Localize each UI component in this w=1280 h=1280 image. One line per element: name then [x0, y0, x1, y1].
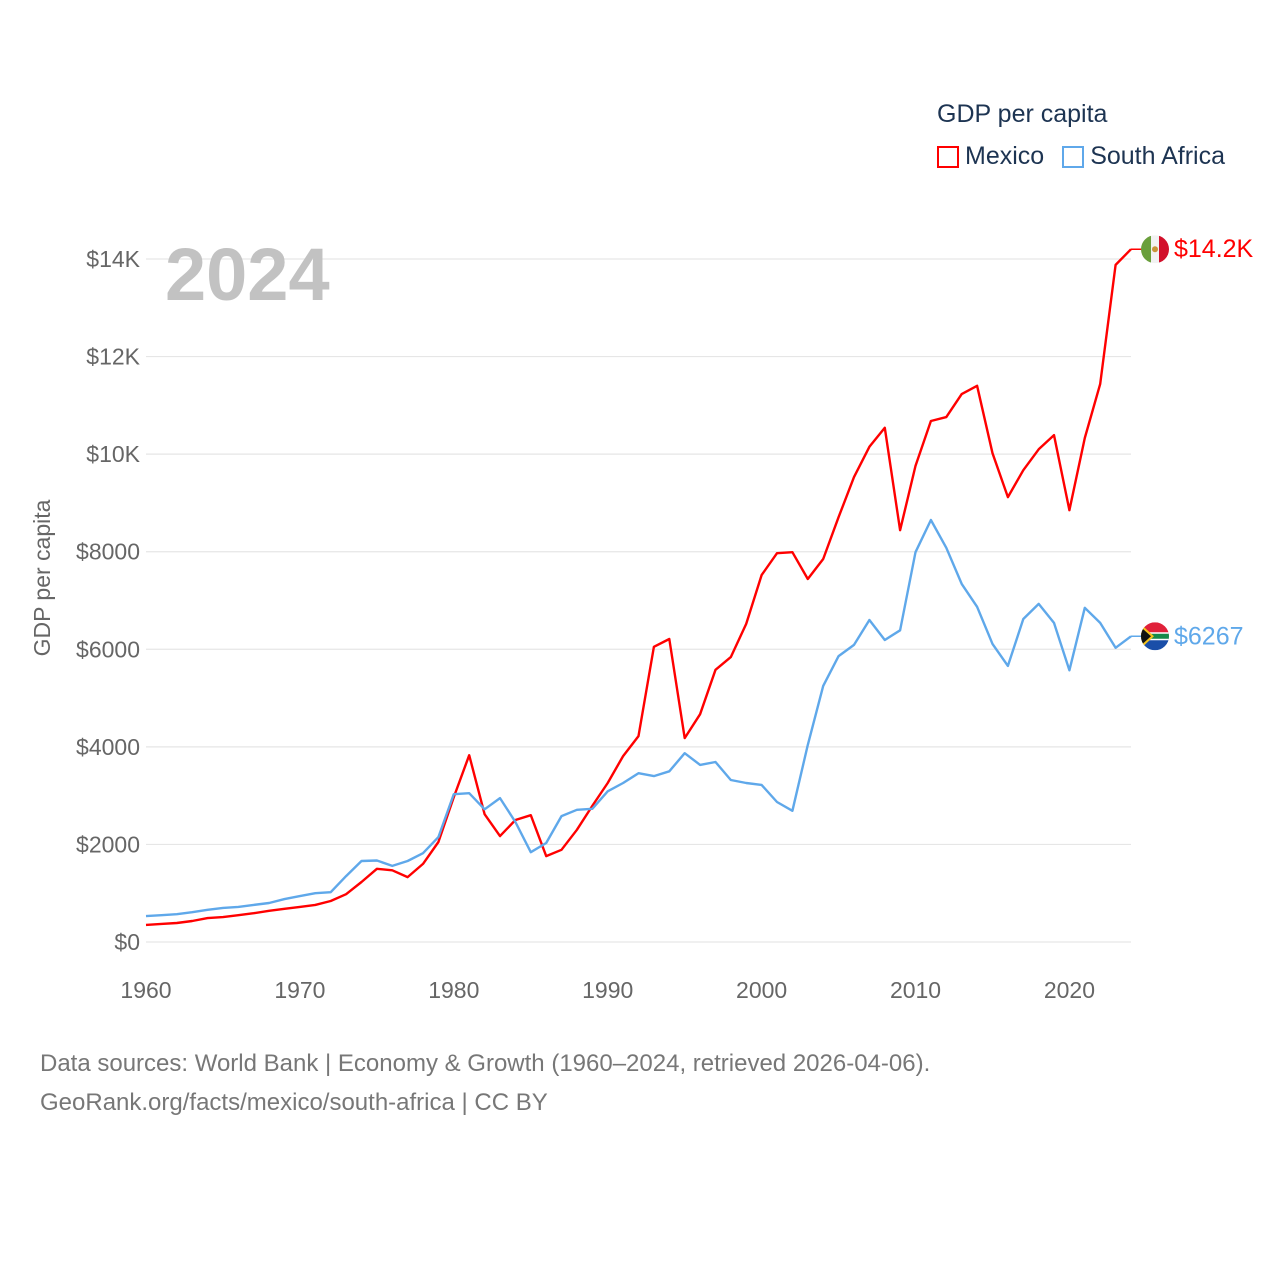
- series-line-mexico: [145, 248, 1132, 927]
- y-tick-label: $0: [114, 929, 140, 955]
- legend: Mexico South Africa: [937, 142, 1225, 171]
- year-watermark: 2024: [165, 233, 330, 316]
- y-tick-label: $10K: [86, 441, 140, 467]
- legend-swatch-mexico: [937, 145, 959, 168]
- legend-item-mexico[interactable]: Mexico: [937, 142, 1044, 171]
- attribution-link[interactable]: GeoRank.org/facts/mexico/south-africa | …: [40, 1089, 548, 1116]
- y-tick-label: $8000: [76, 539, 140, 565]
- y-tick-label: $4000: [76, 734, 140, 760]
- x-tick-label: 1990: [582, 977, 633, 1003]
- x-tick-label: 2000: [736, 977, 787, 1003]
- end-value-label-south-africa: $6267: [1174, 622, 1244, 650]
- x-tick-label: 2010: [890, 977, 941, 1003]
- series-line-south-africa: [145, 518, 1132, 918]
- y-tick-label: $6000: [76, 636, 140, 662]
- y-tick-label: $2000: [76, 831, 140, 857]
- legend-label-south-africa: South Africa: [1090, 142, 1225, 170]
- y-tick-label: $12K: [86, 344, 140, 370]
- mexico-flag-icon: [1141, 235, 1169, 264]
- series: $14.2K $6267: [145, 235, 1254, 927]
- legend-label-mexico: Mexico: [965, 142, 1045, 170]
- legend-title: GDP per capita: [937, 100, 1108, 128]
- south-africa-flag-icon: [1141, 622, 1169, 651]
- x-tick-label: 1960: [120, 977, 171, 1003]
- y-axis-ticks: $0 $2000 $4000 $6000 $8000 $10K $12K $14K: [76, 246, 141, 955]
- x-tick-label: 1980: [428, 977, 479, 1003]
- y-axis-label: GDP per capita: [29, 499, 55, 656]
- legend-item-south-africa[interactable]: South Africa: [1062, 142, 1225, 171]
- x-axis-ticks: 1960 1970 1980 1990 2000 2010 2020: [120, 977, 1095, 1003]
- end-value-label-mexico: $14.2K: [1174, 235, 1254, 263]
- legend-swatch-south-africa: [1062, 145, 1085, 168]
- data-source-text: Data sources: World Bank | Economy & Gro…: [40, 1050, 931, 1077]
- gridlines: [146, 258, 1131, 943]
- footer: Data sources: World Bank | Economy & Gro…: [40, 1044, 930, 1122]
- y-tick-label: $14K: [86, 246, 140, 272]
- x-tick-label: 1970: [274, 977, 325, 1003]
- x-tick-label: 2020: [1044, 977, 1095, 1003]
